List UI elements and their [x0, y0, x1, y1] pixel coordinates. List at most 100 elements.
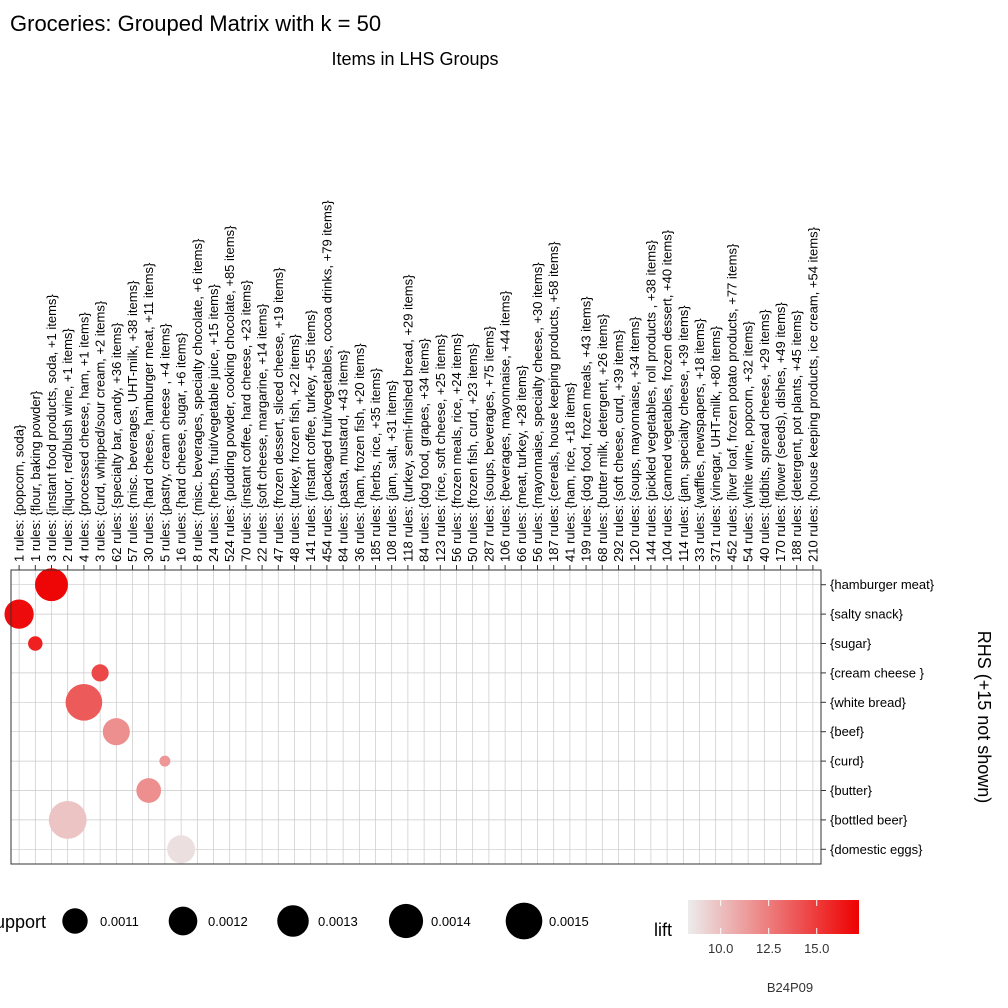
rhs-axis-title: RHS (+15 not shown): [974, 631, 994, 804]
data-point: [35, 568, 68, 602]
column-label: 144 rules: {pickled vegetables, roll pro…: [643, 239, 658, 562]
chart-subtitle: Items in LHS Groups: [331, 49, 498, 69]
column-labels: 1 rules: {popcorn, soda} 1 rules: {flour,…: [12, 200, 821, 562]
column-label: 210 rules: {house keeping products, ice …: [805, 226, 820, 562]
support-legend-key: [277, 905, 309, 937]
column-label: 30 rules: {hard cheese, hamburger meat, …: [141, 262, 156, 562]
column-label: 22 rules: {soft cheese, margarine, +14 i…: [255, 303, 270, 562]
column-label: 48 rules: {turkey, frozen fish, +22 item…: [287, 334, 302, 562]
support-legend-label: 0.0013: [318, 914, 358, 929]
column-label: 40 rules: {tidbits, spread cheese, +29 i…: [757, 309, 772, 562]
column-label: 56 rules: {frozen meals, rice, +24 items…: [449, 333, 464, 562]
data-point: [167, 835, 196, 864]
lift-legend-title: lift: [654, 920, 672, 940]
column-label: 287 rules: {soups, beverages, +75 items}: [481, 325, 496, 562]
column-label: 66 rules: {meat, turkey, +28 items}: [514, 365, 529, 562]
row-label: {hamburger meat}: [830, 577, 935, 592]
support-legend-label: 0.0015: [549, 914, 589, 929]
column-label: 2 rules: {liquor, red/blush wine, +1 ite…: [60, 328, 75, 562]
column-label: 47 rules: {frozen dessert, sliced cheese…: [271, 267, 286, 562]
column-label: 452 rules: {liver loaf, frozen potato pr…: [724, 243, 739, 562]
support-legend-label: 0.0011: [100, 914, 139, 929]
row-label: {beef}: [830, 724, 865, 739]
column-label: 199 rules: {dog food, frozen meals, +43 …: [579, 296, 594, 562]
row-label: {curd}: [830, 754, 865, 769]
data-point: [4, 599, 34, 629]
chart-title: Groceries: Grouped Matrix with k = 50: [10, 11, 381, 36]
support-legend-title: support: [0, 912, 46, 932]
support-legend-key: [505, 902, 543, 940]
column-label: 16 rules: {hard cheese, sugar, +6 items}: [174, 332, 189, 562]
column-label: 56 rules: {mayonnaise, specialty cheese,…: [530, 262, 545, 562]
column-label: 1 rules: {popcorn, soda}: [12, 424, 27, 562]
column-label: 4 rules: {processed cheese, ham, +1 item…: [76, 312, 91, 562]
support-legend-label: 0.0014: [431, 914, 471, 929]
column-label: 123 rules: {rice, soft cheese, +25 items…: [433, 333, 448, 562]
data-point: [102, 718, 130, 746]
lift-legend-ticks: 10.0 12.5 15.0: [708, 900, 829, 956]
data-point: [28, 636, 43, 651]
column-label: 36 rules: {ham, frozen fish, +20 items}: [352, 343, 367, 562]
row-label: {domestic eggs}: [830, 842, 923, 857]
column-label: 3 rules: {curd, whipped/sour cream, +2 i…: [93, 300, 108, 562]
column-ticks: [18, 565, 814, 570]
column-label: 524 rules: {pudding powder, cooking choc…: [222, 225, 237, 562]
column-label: 108 rules: {jam, salt, +31 items}: [384, 380, 399, 562]
column-label: 84 rules: {dog food, grapes, +34 items}: [417, 338, 432, 562]
column-label: 104 rules: {canned vegetables, frozen de…: [660, 229, 675, 562]
column-label: 170 rules: {flower (seeds), dishes, +49 …: [773, 302, 788, 562]
data-point: [91, 664, 109, 682]
data-point: [136, 778, 162, 803]
column-label: 187 rules: {cereals, house keeping produ…: [546, 241, 561, 562]
support-legend-key: [388, 903, 424, 939]
panel-background: [11, 570, 821, 864]
column-label: 114 rules: {jam, specialty cheese, +39 i…: [676, 305, 691, 562]
lift-tick-label: 15.0: [804, 941, 829, 956]
column-label: 68 rules: {butter milk, detergent, +26 i…: [595, 313, 610, 562]
support-legend-key: [62, 908, 88, 934]
column-label: 1 rules: {flour, baking powder}: [28, 390, 43, 562]
support-legend-label: 0.0012: [208, 914, 248, 929]
watermark-label: B24P09: [767, 980, 813, 995]
row-label: {butter}: [830, 783, 873, 798]
data-point: [48, 800, 87, 839]
data-point: [65, 683, 103, 721]
data-point: [159, 755, 171, 767]
row-label: {white bread}: [830, 695, 907, 710]
column-label: 41 rules: {ham, rice, +18 items}: [562, 382, 577, 562]
row-label: {bottled beer}: [830, 812, 908, 827]
column-label: 70 rules: {instant coffee, hard cheese, …: [238, 279, 253, 562]
column-label: 188 rules: {detergent, pot plants, +45 i…: [789, 309, 804, 562]
column-label: 24 rules: {herbs, fruit/vegetable juice,…: [206, 283, 221, 562]
row-label: {sugar}: [830, 636, 872, 651]
lift-colorbar: [688, 900, 859, 934]
support-legend-key: [168, 906, 198, 936]
column-label: 84 rules: {pasta, mustard, +43 items}: [336, 349, 351, 562]
column-label: 50 rules: {frozen fish, curd, +23 items}: [465, 343, 480, 562]
lift-tick-label: 10.0: [708, 941, 733, 956]
row-ticks: [821, 584, 826, 850]
row-labels: {hamburger meat} {salty snack} {sugar} {cre…: [830, 577, 935, 857]
column-label: 33 rules: {waffles, newspapers, +18 item…: [692, 318, 707, 562]
column-label: 185 rules: {herbs, rice, +35 items}: [368, 367, 383, 562]
column-label: 57 rules: {misc. beverages, UHT-milk, +3…: [125, 280, 140, 562]
column-label: 5 rules: {pastry, cream cheese , +4 item…: [157, 323, 172, 562]
column-label: 141 rules: {instant coffee, turkey, +55 …: [303, 309, 318, 562]
lift-tick-label: 12.5: [756, 941, 781, 956]
data-points: [4, 568, 196, 864]
row-label: {salty snack}: [830, 607, 904, 622]
column-label: 118 rules: {turkey, semi-finished bread,…: [400, 274, 415, 562]
support-legend: 0.0011 0.0012 0.0013 0.0014 0.0015: [62, 902, 589, 940]
column-label: 106 rules: {beverages, mayonnaise, +44 i…: [498, 290, 513, 562]
column-label: 120 rules: {soups, mayonnaise, +34 items…: [627, 316, 642, 562]
column-label: 54 rules: {white wine, popcorn, +32 item…: [741, 320, 756, 562]
row-label: {cream cheese }: [830, 665, 925, 680]
column-label: 8 rules: {misc. beverages, specialty cho…: [190, 238, 205, 562]
panel-border: [10, 569, 822, 865]
column-label: 371 rules: {vinegar, UHT-milk, +80 items…: [708, 325, 723, 562]
column-label: 292 rules: {soft cheese, curd, +39 items…: [611, 329, 626, 562]
column-label: 454 rules: {packaged fruit/vegetables, c…: [319, 200, 334, 562]
column-label: 62 rules: {specialty bar, candy, +36 ite…: [109, 322, 124, 562]
column-label: 3 rules: {instant food products, soda, +…: [44, 294, 59, 562]
